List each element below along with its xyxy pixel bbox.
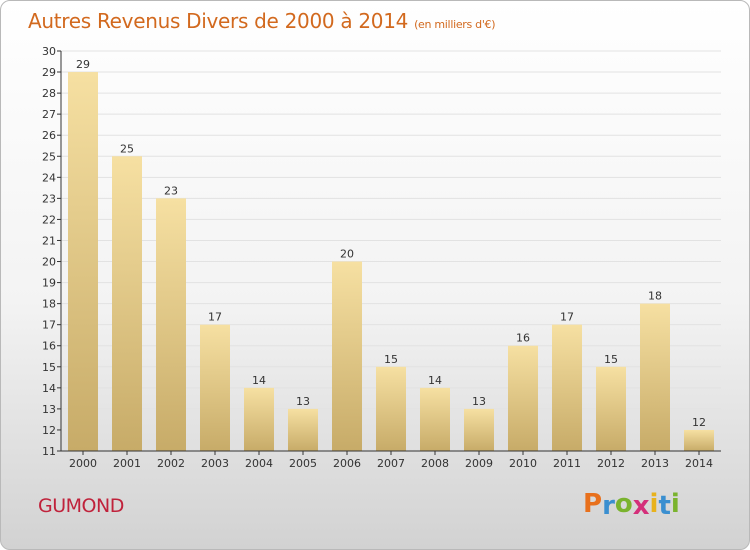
- data-label-2004: 14: [252, 374, 266, 387]
- data-label-2008: 14: [428, 374, 442, 387]
- y-tick-label: 20: [42, 256, 56, 269]
- y-tick-label: 25: [42, 150, 56, 163]
- data-label-2011: 17: [560, 311, 574, 324]
- chart-title-text: Autres Revenus Divers de 2000 à 2014: [28, 9, 409, 33]
- bar-2002: [156, 198, 186, 451]
- x-tick-label-2008: 2008: [421, 457, 449, 470]
- data-label-2001: 25: [120, 142, 134, 155]
- data-label-2010: 16: [516, 332, 530, 345]
- data-label-2002: 23: [164, 184, 178, 197]
- proxiti-logo[interactable]: Proxiti: [583, 489, 680, 521]
- y-tick-label: 19: [42, 277, 56, 290]
- bar-2005: [288, 408, 318, 451]
- data-label-2013: 18: [648, 290, 662, 303]
- x-tick-label-2009: 2009: [465, 457, 493, 470]
- bar-2006: [332, 261, 362, 451]
- y-tick-label: 23: [42, 192, 56, 205]
- data-label-2006: 20: [340, 248, 354, 261]
- bar-2009: [464, 408, 494, 451]
- x-tick-label-2004: 2004: [245, 457, 273, 470]
- data-label-2003: 17: [208, 311, 222, 324]
- logo-letter: x: [632, 491, 650, 521]
- bar-2004: [244, 387, 274, 451]
- place-name: GUMOND: [38, 495, 124, 517]
- logo-letter: i: [670, 489, 680, 519]
- y-tick-label: 15: [42, 361, 56, 374]
- x-tick-label-2002: 2002: [157, 457, 185, 470]
- y-tick-label: 18: [42, 298, 56, 311]
- logo-letter: P: [583, 489, 603, 519]
- logo-letter: i: [649, 489, 659, 519]
- data-label-2007: 15: [384, 353, 398, 366]
- y-tick-label: 30: [42, 45, 56, 58]
- y-tick-label: 24: [42, 171, 56, 184]
- data-label-2005: 13: [296, 395, 310, 408]
- logo-letter: r: [602, 491, 615, 521]
- y-tick-label: 27: [42, 108, 56, 121]
- bar-2013: [640, 303, 670, 451]
- chart-title: Autres Revenus Divers de 2000 à 2014 (en …: [28, 9, 496, 33]
- y-tick-label: 11: [42, 445, 56, 458]
- y-tick-label: 22: [42, 213, 56, 226]
- y-tick-label: 12: [42, 424, 56, 437]
- y-tick-label: 28: [42, 87, 56, 100]
- y-tick-label: 29: [42, 66, 56, 79]
- data-label-2000: 29: [76, 58, 90, 71]
- y-tick-label: 14: [42, 382, 56, 395]
- y-tick-label: 26: [42, 129, 56, 142]
- y-tick-label: 16: [42, 340, 56, 353]
- y-tick-label: 21: [42, 234, 56, 247]
- bar-2014: [684, 429, 714, 451]
- y-tick-label: 17: [42, 319, 56, 332]
- data-labels: 29 25 23 17 14 13 20 15 14 13 16 17 15 18 12: [76, 58, 706, 429]
- x-tick-label-2014: 2014: [685, 457, 713, 470]
- bar-2008: [420, 387, 450, 451]
- logo-letter: t: [658, 491, 671, 521]
- bar-2003: [200, 324, 230, 451]
- x-tick-label-2011: 2011: [553, 457, 581, 470]
- x-tick-label-2005: 2005: [289, 457, 317, 470]
- x-tick-label-2001: 2001: [113, 457, 141, 470]
- x-tick-label-2006: 2006: [333, 457, 361, 470]
- chart-unit: (en milliers d'€): [414, 18, 496, 31]
- bar-2000: [68, 72, 98, 451]
- bar-2011: [552, 324, 582, 451]
- bar-2010: [508, 345, 538, 451]
- data-label-2012: 15: [604, 353, 618, 366]
- x-tick-label-2007: 2007: [377, 457, 405, 470]
- y-tick-label: 13: [42, 403, 56, 416]
- data-label-2014: 12: [692, 416, 706, 429]
- data-label-2009: 13: [472, 395, 486, 408]
- bar-2001: [112, 156, 142, 451]
- bars: [68, 72, 714, 451]
- x-tick-label-2003: 2003: [201, 457, 229, 470]
- bar-2007: [376, 366, 406, 451]
- axes: 11 12 13 14 15 16 17 18 19 20 21 22 23 24 25 26 27 28 29 30…: [42, 45, 721, 470]
- x-tick-label-2012: 2012: [597, 457, 625, 470]
- bar-2012: [596, 366, 626, 451]
- logo-letter: o: [614, 489, 633, 519]
- x-tick-label-2010: 2010: [509, 457, 537, 470]
- x-tick-label-2013: 2013: [641, 457, 669, 470]
- x-tick-label-2000: 2000: [69, 457, 97, 470]
